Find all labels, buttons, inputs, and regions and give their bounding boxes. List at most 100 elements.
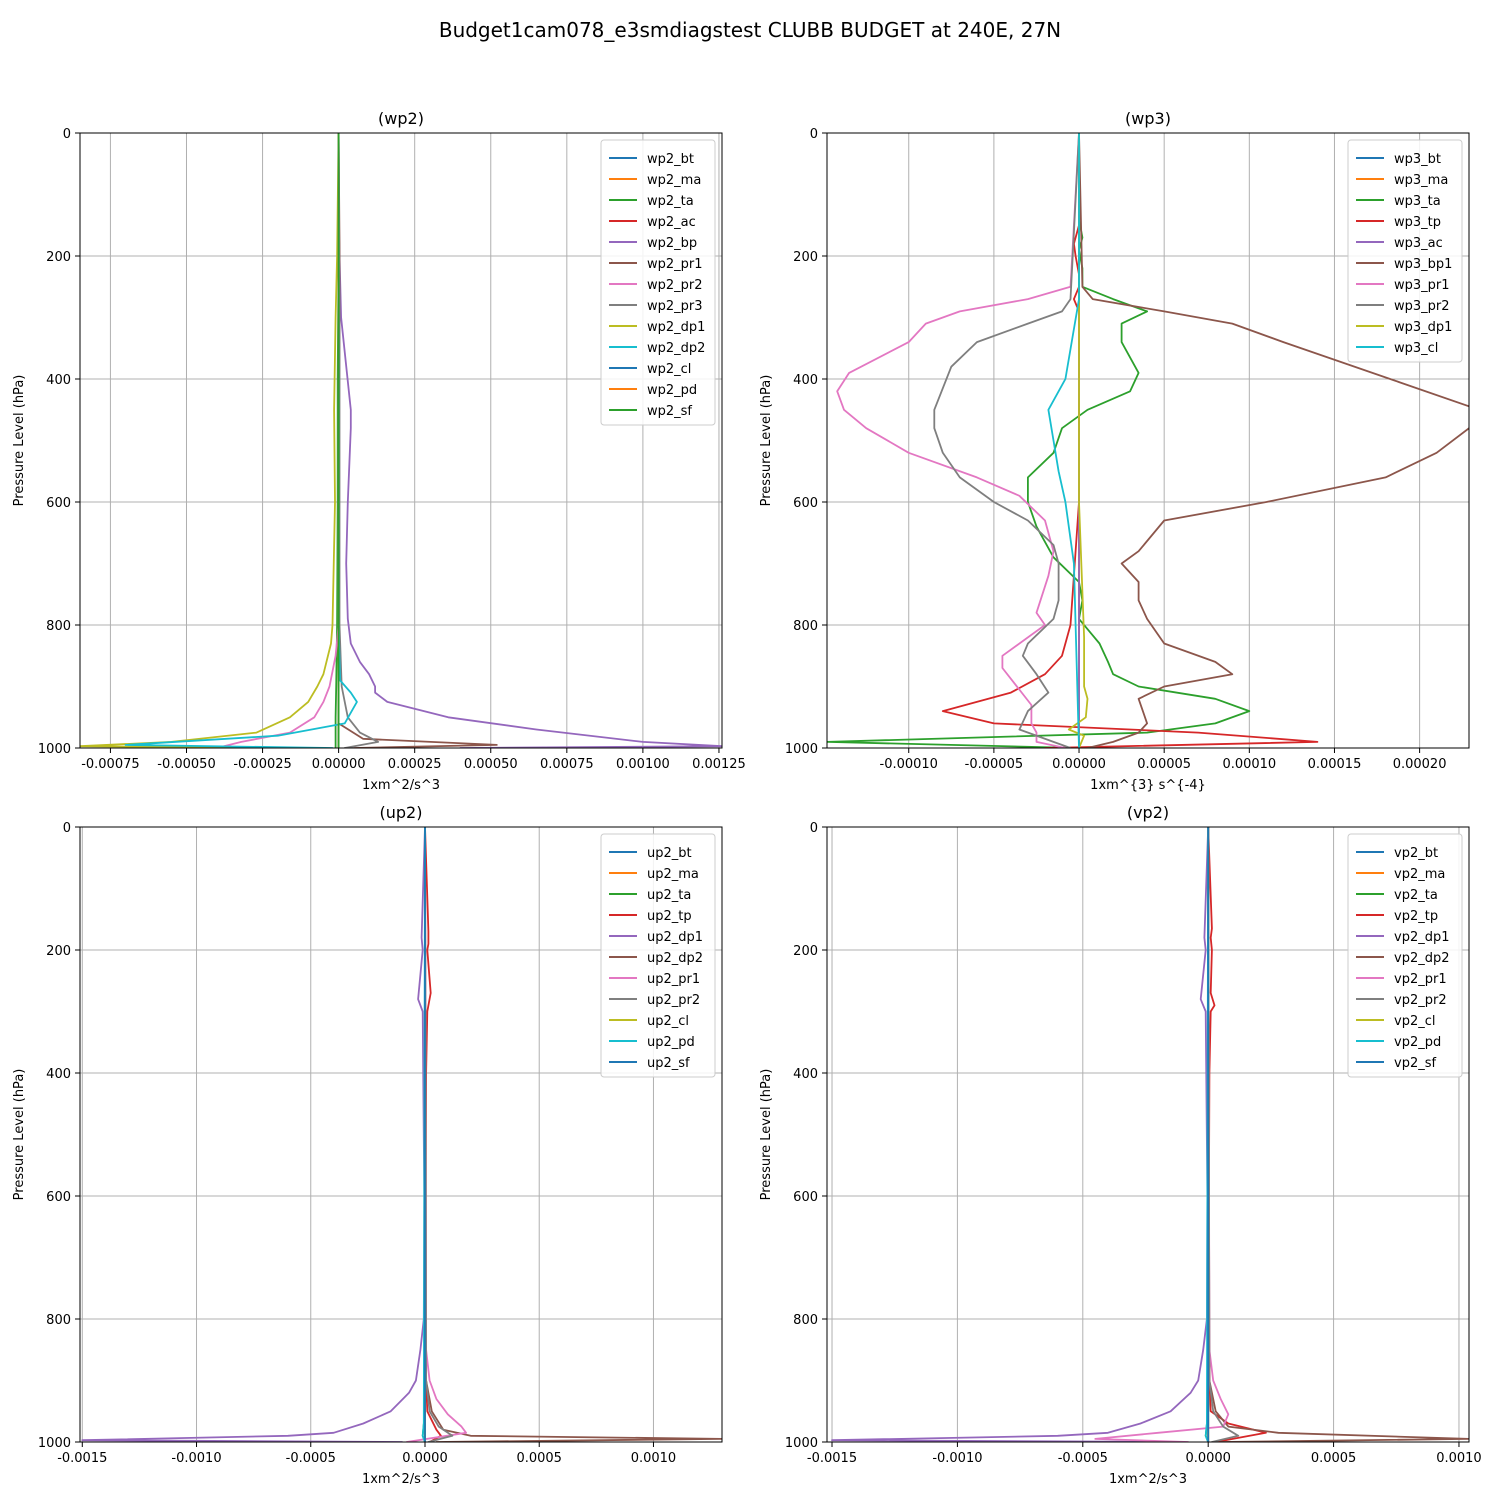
y-tick-label: 1000	[785, 742, 818, 757]
legend-box	[600, 139, 716, 426]
legend-entry: vp2_pr1	[1394, 972, 1447, 987]
chart-panel-2: -0.0015 -0.0010 -0.0005 0.0000 0.0005 0.0010 0…	[12, 803, 723, 1487]
legend-entry: up2_dp1	[647, 930, 703, 945]
y-tick-label: 600	[793, 496, 818, 511]
legend-entry: wp2_bp	[647, 236, 697, 251]
series-line-wp3_bp1	[1078, 133, 1469, 748]
legend-entry: wp3_cl	[1394, 341, 1438, 356]
x-tick-label: -0.00025	[233, 757, 291, 772]
x-axis-label: 1xm^2/s^3	[362, 1472, 440, 1487]
x-axis-label: 1xm^2/s^3	[1109, 1472, 1187, 1487]
x-tick-label: 0.00020	[1393, 757, 1447, 772]
plot-frame	[79, 826, 723, 1443]
legend-entry: up2_ma	[647, 867, 699, 882]
legend-entry: up2_bt	[647, 846, 692, 861]
series-line-wp3_ta	[827, 133, 1251, 748]
legend-entry: wp2_bt	[647, 152, 694, 167]
series-group	[80, 133, 722, 748]
y-axis-label: Pressure Level (hPa)	[12, 1069, 27, 1201]
y-tick-label: 400	[46, 373, 71, 388]
series-line-vp2_tp	[1207, 827, 1267, 1442]
legend-entry: up2_tp	[647, 909, 692, 924]
chart-panel-1: -0.00010 -0.00005 0.00000 0.00005 0.00010 0.0…	[759, 109, 1470, 793]
x-tick-label: 0.0000	[1185, 1451, 1231, 1466]
legend: vp2_bt vp2_ma vp2_ta vp2_tp vp2_dp1 vp2_dp2vp…	[1347, 833, 1463, 1078]
panels: -0.00075 -0.00050 -0.00025 0.00000 0.00025 0.…	[12, 109, 1482, 1487]
y-axis-label: Pressure Level (hPa)	[759, 375, 774, 507]
panel-title: (wp3)	[1125, 109, 1171, 128]
x-axis-label: 1xm^{3} s^{-4}	[1090, 778, 1206, 793]
panel-title: (vp2)	[1127, 803, 1169, 822]
x-tick-label: 0.00005	[1137, 757, 1191, 772]
legend-entry: up2_pr1	[647, 972, 700, 987]
legend-entry: up2_pd	[647, 1035, 695, 1050]
x-tick-label: -0.0005	[286, 1451, 336, 1466]
y-tick-label: 1000	[785, 1436, 818, 1451]
legend-entry: vp2_ma	[1394, 867, 1445, 882]
y-tick-label: 0	[810, 127, 818, 142]
x-tick-label: 0.00100	[616, 757, 670, 772]
legend-entry: up2_dp2	[647, 951, 703, 966]
y-tick-label: 400	[46, 1067, 71, 1082]
plot-frame	[826, 132, 1470, 749]
x-tick-label: 0.0010	[1436, 1451, 1482, 1466]
series-line-wp2_pr3	[337, 133, 380, 748]
legend-entry: vp2_bt	[1394, 846, 1438, 861]
y-axis-label: Pressure Level (hPa)	[12, 375, 27, 507]
legend-entry: vp2_dp1	[1394, 930, 1450, 945]
x-tick-label: -0.00005	[965, 757, 1023, 772]
y-tick-label: 800	[793, 619, 818, 634]
legend-entry: wp2_dp2	[647, 341, 705, 356]
legend-entry: wp2_ac	[647, 215, 696, 230]
x-tick-label: -0.0010	[932, 1451, 982, 1466]
x-tick-label: -0.0015	[807, 1451, 857, 1466]
series-group	[81, 827, 722, 1442]
legend-entry: wp2_pr3	[647, 299, 703, 314]
series-line-wp3_pr1	[836, 133, 1080, 748]
legend-entry: wp2_cl	[647, 362, 691, 377]
legend-entry: wp3_pr2	[1394, 299, 1450, 314]
plot-frame	[79, 132, 723, 749]
y-tick-label: 200	[793, 250, 818, 265]
x-tick-label: -0.0005	[1058, 1451, 1108, 1466]
y-tick-label: 0	[63, 127, 71, 142]
x-tick-label: 0.00010	[1222, 757, 1276, 772]
series-line-wp3_tp	[941, 133, 1319, 748]
chart-panel-0: -0.00075 -0.00050 -0.00025 0.00000 0.00025 0.…	[12, 109, 746, 793]
x-tick-label: 0.00025	[388, 757, 442, 772]
legend-entry: wp3_ta	[1394, 194, 1441, 209]
y-tick-label: 800	[793, 1313, 818, 1328]
legend-entry: wp3_dp1	[1394, 320, 1452, 335]
legend-entry: wp2_pd	[647, 383, 697, 398]
series-line-wp2_pr2	[215, 133, 340, 748]
y-tick-label: 800	[46, 1313, 71, 1328]
legend: up2_bt up2_ma up2_ta up2_tp up2_dp1 up2_dp2up…	[600, 833, 716, 1078]
y-tick-label: 0	[63, 821, 71, 836]
legend-entry: wp2_sf	[647, 404, 692, 419]
figure-title: Budget1cam078_e3smdiagstest CLUBB BUDGET…	[439, 18, 1061, 42]
x-tick-label: 0.0000	[402, 1451, 448, 1466]
legend-entry: wp2_ma	[647, 173, 701, 188]
x-tick-label: 0.00015	[1308, 757, 1362, 772]
y-tick-label: 800	[46, 619, 71, 634]
x-tick-label: 0.0005	[1311, 1451, 1357, 1466]
legend-entry: wp3_ma	[1394, 173, 1448, 188]
chart-panel-3: -0.0015 -0.0010 -0.0005 0.0000 0.0005 0.0010 0…	[759, 803, 1482, 1487]
x-tick-label: 0.00050	[464, 757, 518, 772]
series-line-wp2_bp	[337, 133, 722, 748]
legend-entry: wp3_ac	[1394, 236, 1443, 251]
legend-entry: vp2_pd	[1394, 1035, 1441, 1050]
panel-title: (up2)	[380, 803, 423, 822]
series-line-up2_pr2	[424, 827, 454, 1442]
legend-entry: vp2_tp	[1394, 909, 1438, 924]
x-tick-label: 0.00000	[1052, 757, 1106, 772]
legend-entry: up2_cl	[647, 1014, 689, 1029]
panel-title: (wp2)	[378, 109, 424, 128]
series-line-vp2_dp1	[831, 827, 1210, 1442]
series-line-vp2_pr1	[1094, 827, 1230, 1442]
y-tick-label: 400	[793, 373, 818, 388]
y-axis-label: Pressure Level (hPa)	[759, 1069, 774, 1201]
y-tick-label: 1000	[38, 742, 71, 757]
legend-entry: up2_pr2	[647, 993, 700, 1008]
